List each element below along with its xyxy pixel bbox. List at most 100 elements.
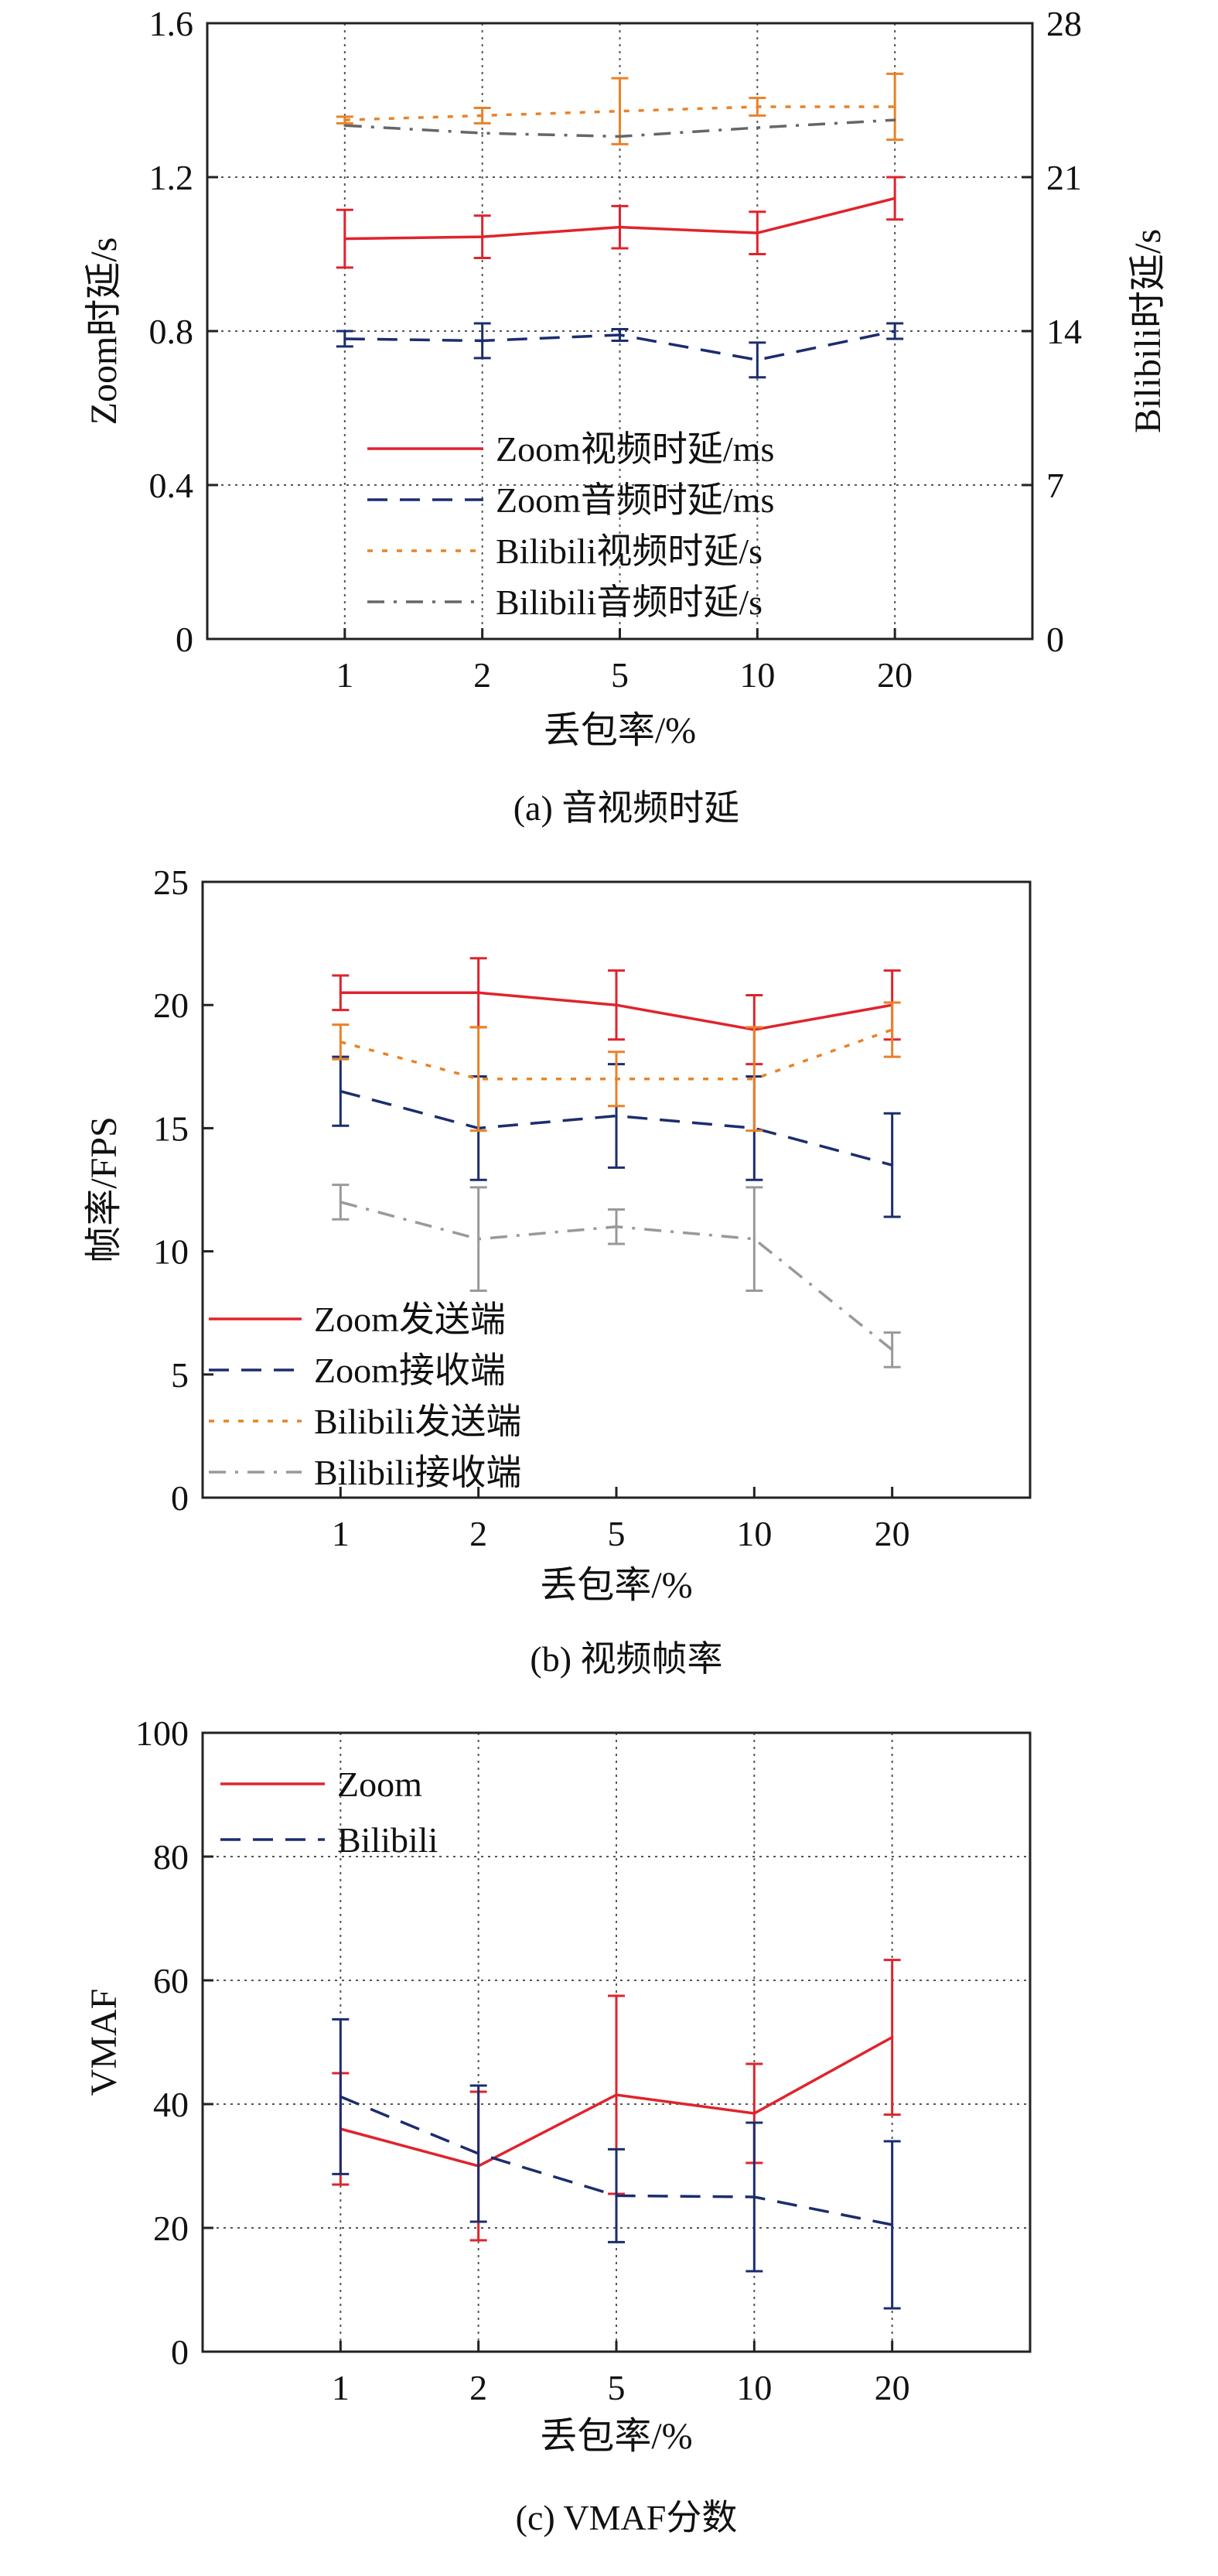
x-tick-label: 10 (736, 2368, 772, 2407)
panel-c-series (332, 1959, 901, 2310)
legend-label: Bilibili视频时延/s (496, 531, 763, 571)
y-tick-label: 0.8 (149, 312, 194, 351)
data-point (752, 1078, 756, 1081)
legend-label: Zoom音频时延/ms (496, 480, 774, 520)
legend-item: Bilibili接收端 (209, 1453, 521, 1492)
legend-label: Bilibili (337, 1820, 438, 1860)
legend-item: Bilibili发送端 (209, 1402, 521, 1441)
legend-label: Zoom视频时延/ms (496, 429, 774, 469)
x-tick-label: 2 (469, 1514, 487, 1553)
y-tick-label-right: 7 (1046, 466, 1064, 505)
panel-b-legend: Zoom发送端 Zoom接收端 Bilibili发送端 Bilibili接收端 (209, 1300, 521, 1492)
legend-label: Bilibili音频时延/s (496, 583, 763, 622)
panel-a-y-label: Zoom时延/s (84, 237, 125, 425)
legend-item: Bilibili音频时延/s (367, 583, 763, 622)
legend-item: Bilibili (220, 1820, 438, 1860)
data-point (893, 105, 896, 108)
y-tick-label: 1.6 (149, 4, 194, 43)
x-tick-label: 20 (877, 655, 913, 695)
panel-a-caption: (a) 音视频时延 (513, 788, 740, 828)
data-point (893, 118, 896, 121)
x-tick-label: 10 (736, 1514, 772, 1553)
panel-a: 0 0.4 0.8 1.2 1.6 0 7 14 21 28 1 2 5 10 20 Zoom视频时延/… (84, 4, 1169, 828)
data-point (615, 1225, 618, 1228)
panel-c-legend: Zoom Bilibili (220, 1765, 438, 1860)
data-point (481, 132, 484, 135)
data-point (756, 105, 759, 108)
legend-item: Zoom视频时延/ms (367, 429, 774, 469)
legend-item: Zoom (220, 1765, 422, 1804)
data-point (477, 2152, 480, 2155)
y-tick-label: 0 (176, 620, 193, 659)
panel-a-y-label-right: Bilibili时延/s (1128, 229, 1169, 433)
x-tick-label: 2 (469, 2368, 487, 2407)
data-point (891, 2036, 894, 2039)
y-tick-label-right: 21 (1046, 158, 1082, 197)
panel-a-x-ticks: 1 2 5 10 20 (336, 628, 913, 695)
y-tick-label: 1.2 (149, 158, 194, 197)
data-point (615, 1003, 618, 1006)
legend-item: Zoom音频时延/ms (367, 480, 774, 520)
data-point (343, 337, 346, 340)
x-tick-label: 5 (608, 2368, 626, 2407)
data-point (756, 126, 759, 129)
data-point (619, 333, 621, 337)
panel-c-caption: (c) VMAF分数 (516, 2498, 738, 2537)
panel-a-y-ticks: 0 0.4 0.8 1.2 1.6 (149, 4, 1032, 659)
panel-a-y-ticks-right: 0 7 14 21 28 (1046, 4, 1082, 659)
panel-b-y-label: 帧率/FPS (84, 1116, 125, 1262)
data-point (343, 118, 346, 121)
data-point (891, 2223, 894, 2226)
data-point (891, 1028, 894, 1031)
panel-c-x-ticks: 1 2 5 10 20 (332, 2341, 910, 2407)
data-point (343, 124, 346, 127)
panel-b-x-label: 丢包率/% (540, 1565, 692, 1606)
y-tick-label: 20 (153, 2209, 189, 2248)
data-point (893, 196, 896, 200)
series-line (339, 1089, 893, 1167)
data-point (339, 991, 342, 994)
data-point (339, 1201, 342, 1204)
data-point (619, 226, 621, 229)
panel-b-series (332, 957, 901, 1368)
data-point (752, 2112, 756, 2115)
data-point (893, 330, 896, 333)
x-tick-label: 20 (875, 1514, 910, 1553)
data-point (343, 237, 346, 241)
data-point (481, 339, 484, 342)
x-tick-label: 5 (611, 655, 629, 695)
panel-c-x-label: 丢包率/% (540, 2416, 692, 2457)
data-point (752, 2195, 756, 2198)
panel-a-x-label: 丢包率/% (544, 710, 696, 751)
data-point (891, 1348, 894, 1351)
y-tick-label: 0 (171, 1478, 189, 1518)
x-tick-label: 5 (608, 1514, 626, 1553)
data-point (615, 1078, 618, 1081)
panel-c-y-ticks: 0 20 40 60 80 100 (135, 1713, 213, 2372)
data-point (615, 2194, 618, 2197)
x-tick-label: 20 (875, 2368, 910, 2407)
legend-item: Zoom接收端 (209, 1351, 506, 1390)
panel-c-y-label: VMAF (84, 1989, 125, 2096)
legend-label: Zoom发送端 (314, 1300, 506, 1339)
panel-a-series (336, 72, 904, 379)
y-tick-label: 5 (171, 1355, 189, 1395)
y-tick-label-right: 28 (1046, 4, 1082, 43)
y-tick-label: 0 (171, 2332, 189, 2372)
data-point (615, 1114, 618, 1117)
data-point (339, 1040, 342, 1044)
data-point (339, 1090, 342, 1093)
legend-label: Zoom (337, 1765, 422, 1804)
y-tick-label: 80 (153, 1837, 189, 1877)
data-point (891, 1163, 894, 1167)
y-tick-label: 15 (153, 1109, 189, 1148)
y-tick-label: 40 (153, 2085, 189, 2124)
data-point (477, 1078, 480, 1081)
data-point (619, 135, 621, 138)
legend-item: Bilibili视频时延/s (367, 531, 763, 571)
data-point (477, 991, 480, 994)
y-tick-label: 0.4 (149, 466, 194, 505)
legend-label: Bilibili发送端 (314, 1402, 521, 1441)
